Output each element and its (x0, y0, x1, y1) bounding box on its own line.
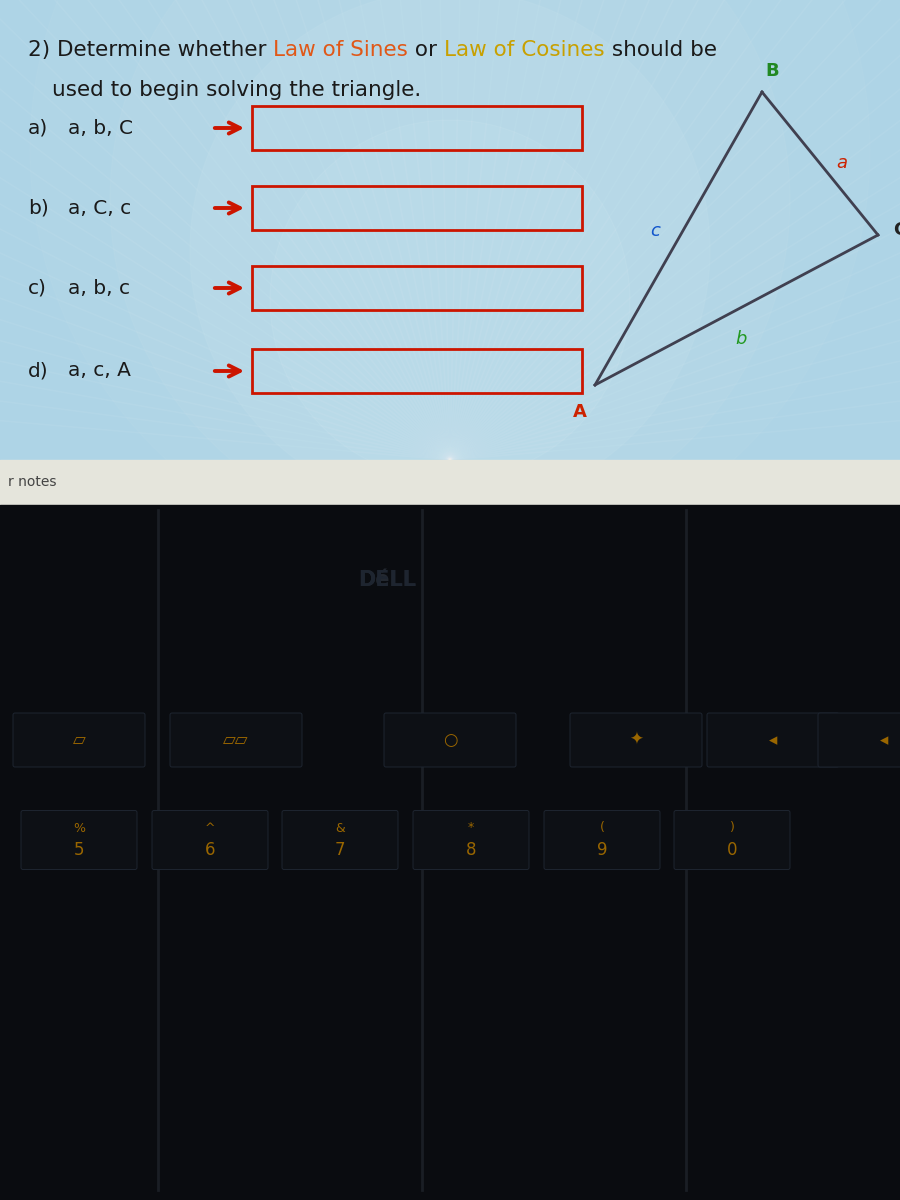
Text: (: ( (599, 822, 605, 834)
Text: A: A (573, 403, 587, 421)
Text: 8: 8 (466, 841, 476, 859)
Bar (252, 186, 582, 230)
Text: Law of Cosines: Law of Cosines (444, 40, 605, 60)
Text: 7: 7 (335, 841, 346, 859)
FancyBboxPatch shape (707, 713, 839, 767)
Text: 9: 9 (597, 841, 608, 859)
Text: B: B (765, 62, 778, 80)
Text: a, b, C: a, b, C (68, 119, 133, 138)
Text: Law of Sines: Law of Sines (274, 40, 409, 60)
Text: r notes: r notes (8, 475, 57, 490)
Text: DéLL: DéLL (358, 570, 416, 590)
FancyBboxPatch shape (570, 713, 702, 767)
Bar (252, 106, 582, 150)
Text: ): ) (730, 822, 734, 834)
Text: ▱▱: ▱▱ (223, 731, 248, 749)
FancyBboxPatch shape (21, 810, 137, 870)
FancyBboxPatch shape (170, 713, 302, 767)
FancyBboxPatch shape (674, 810, 790, 870)
Text: should be: should be (605, 40, 716, 60)
Text: or: or (409, 40, 444, 60)
Text: a, b, c: a, b, c (68, 278, 130, 298)
Text: 2) Determine whether: 2) Determine whether (28, 40, 274, 60)
Text: b: b (736, 330, 747, 348)
Text: a, C, c: a, C, c (68, 198, 131, 217)
Text: C: C (893, 221, 900, 239)
FancyBboxPatch shape (384, 713, 516, 767)
Text: 5: 5 (74, 841, 85, 859)
Text: ^: ^ (205, 822, 215, 834)
FancyBboxPatch shape (152, 810, 268, 870)
Text: a, c, A: a, c, A (68, 361, 130, 380)
Text: ◂: ◂ (880, 731, 888, 749)
Text: ◂: ◂ (769, 731, 778, 749)
Text: &: & (335, 822, 345, 834)
Text: 0: 0 (727, 841, 737, 859)
Bar (252, 266, 582, 310)
Text: used to begin solving the triangle.: used to begin solving the triangle. (52, 80, 421, 100)
Bar (252, 349, 582, 392)
Text: ▱: ▱ (73, 731, 86, 749)
Text: 6: 6 (205, 841, 215, 859)
FancyBboxPatch shape (544, 810, 660, 870)
Text: *: * (468, 822, 474, 834)
Text: c): c) (28, 278, 47, 298)
Text: DELL: DELL (358, 570, 416, 590)
Text: b): b) (28, 198, 49, 217)
Text: a): a) (28, 119, 49, 138)
Text: ○: ○ (443, 731, 457, 749)
FancyBboxPatch shape (818, 713, 900, 767)
FancyBboxPatch shape (413, 810, 529, 870)
FancyBboxPatch shape (282, 810, 398, 870)
Text: a: a (836, 155, 847, 173)
Text: c: c (651, 222, 661, 240)
Text: d): d) (28, 361, 49, 380)
Text: ✦: ✦ (629, 731, 643, 749)
FancyBboxPatch shape (13, 713, 145, 767)
Text: %: % (73, 822, 85, 834)
Circle shape (270, 120, 630, 480)
